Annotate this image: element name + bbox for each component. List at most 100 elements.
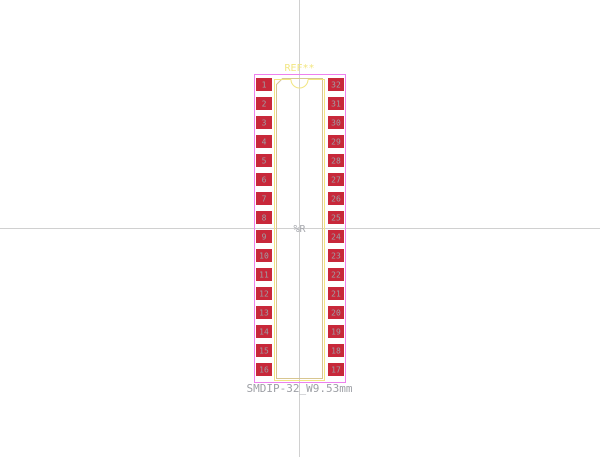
pad-shape — [328, 97, 344, 110]
pad-9[interactable]: 9 — [256, 230, 272, 243]
pad-shape — [256, 344, 272, 357]
pad-30[interactable]: 30 — [328, 116, 344, 129]
pad-31[interactable]: 31 — [328, 97, 344, 110]
pad-shape — [256, 173, 272, 186]
pad-number: 4 — [262, 138, 267, 147]
pad-15[interactable]: 15 — [256, 344, 272, 357]
pad-number: 29 — [331, 138, 341, 147]
pads-group: 1234567891011121314151632313029282726252… — [256, 78, 344, 376]
pad-16[interactable]: 16 — [256, 363, 272, 376]
pad-number: 21 — [331, 290, 341, 299]
pad-8[interactable]: 8 — [256, 211, 272, 224]
pad-number: 10 — [259, 252, 269, 261]
pad-shape — [256, 306, 272, 319]
pad-25[interactable]: 25 — [328, 211, 344, 224]
pad-number: 7 — [262, 195, 267, 204]
pad-shape — [256, 78, 272, 91]
pad-29[interactable]: 29 — [328, 135, 344, 148]
pad-11[interactable]: 11 — [256, 268, 272, 281]
pad-shape — [256, 249, 272, 262]
pad-number: 25 — [331, 214, 341, 223]
pad-number: 31 — [331, 100, 341, 109]
pad-17[interactable]: 17 — [328, 363, 344, 376]
pad-18[interactable]: 18 — [328, 344, 344, 357]
pad-shape — [328, 211, 344, 224]
pad-number: 20 — [331, 309, 341, 318]
pad-number: 8 — [262, 214, 267, 223]
pad-shape — [328, 344, 344, 357]
pad-number: 15 — [259, 347, 269, 356]
pad-number: 30 — [331, 119, 341, 128]
courtyard-outline — [254, 74, 346, 383]
pad-14[interactable]: 14 — [256, 325, 272, 338]
pad-shape — [328, 192, 344, 205]
pad-shape — [256, 154, 272, 167]
pad-shape — [328, 268, 344, 281]
pad-number: 28 — [331, 157, 341, 166]
pad-shape — [328, 325, 344, 338]
pad-shape — [328, 230, 344, 243]
pad-shape — [328, 249, 344, 262]
pad-7[interactable]: 7 — [256, 192, 272, 205]
pad-number: 23 — [331, 252, 341, 261]
pad-number: 27 — [331, 176, 341, 185]
pad-number: 11 — [259, 271, 269, 280]
pad-shape — [328, 363, 344, 376]
pad-shape — [256, 325, 272, 338]
pad-shape — [328, 154, 344, 167]
pad-shape — [328, 287, 344, 300]
pad-10[interactable]: 10 — [256, 249, 272, 262]
pad-number: 14 — [259, 328, 269, 337]
pad-number: 26 — [331, 195, 341, 204]
pad-shape — [328, 78, 344, 91]
pad-2[interactable]: 2 — [256, 97, 272, 110]
pad-5[interactable]: 5 — [256, 154, 272, 167]
pad-number: 1 — [262, 81, 267, 90]
pad-number: 12 — [259, 290, 269, 299]
pad-number: 24 — [331, 233, 341, 242]
pad-23[interactable]: 23 — [328, 249, 344, 262]
pad-shape — [256, 287, 272, 300]
pad-24[interactable]: 24 — [328, 230, 344, 243]
pad-number: 2 — [262, 100, 267, 109]
pad-21[interactable]: 21 — [328, 287, 344, 300]
pad-number: 16 — [259, 366, 269, 375]
pad-1[interactable]: 1 — [256, 78, 272, 91]
pad-number: 13 — [259, 309, 269, 318]
pad-shape — [256, 116, 272, 129]
pad-number: 32 — [331, 81, 341, 90]
pad-number: 18 — [331, 347, 341, 356]
pad-28[interactable]: 28 — [328, 154, 344, 167]
pad-13[interactable]: 13 — [256, 306, 272, 319]
pad-12[interactable]: 12 — [256, 287, 272, 300]
pad-shape — [328, 135, 344, 148]
pad-number: 22 — [331, 271, 341, 280]
pad-4[interactable]: 4 — [256, 135, 272, 148]
pad-shape — [328, 173, 344, 186]
fab-outline — [276, 78, 323, 379]
pad-19[interactable]: 19 — [328, 325, 344, 338]
reference-designator: REF** — [284, 63, 314, 74]
pad-number: 6 — [262, 176, 267, 185]
pad-20[interactable]: 20 — [328, 306, 344, 319]
pad-shape — [256, 363, 272, 376]
pad-shape — [256, 230, 272, 243]
pad-shape — [256, 135, 272, 148]
pin1-notch — [290, 79, 309, 89]
pad-shape — [256, 211, 272, 224]
pad-22[interactable]: 22 — [328, 268, 344, 281]
pad-number: 19 — [331, 328, 341, 337]
pad-shape — [256, 192, 272, 205]
pad-32[interactable]: 32 — [328, 78, 344, 91]
fab-reference-text: %R — [293, 224, 306, 235]
pad-3[interactable]: 3 — [256, 116, 272, 129]
pad-6[interactable]: 6 — [256, 173, 272, 186]
pad-shape — [328, 116, 344, 129]
pad-27[interactable]: 27 — [328, 173, 344, 186]
pad-26[interactable]: 26 — [328, 192, 344, 205]
pad-number: 5 — [262, 157, 267, 166]
silkscreen-outline — [274, 79, 325, 381]
pad-shape — [256, 97, 272, 110]
pad-shape — [328, 306, 344, 319]
